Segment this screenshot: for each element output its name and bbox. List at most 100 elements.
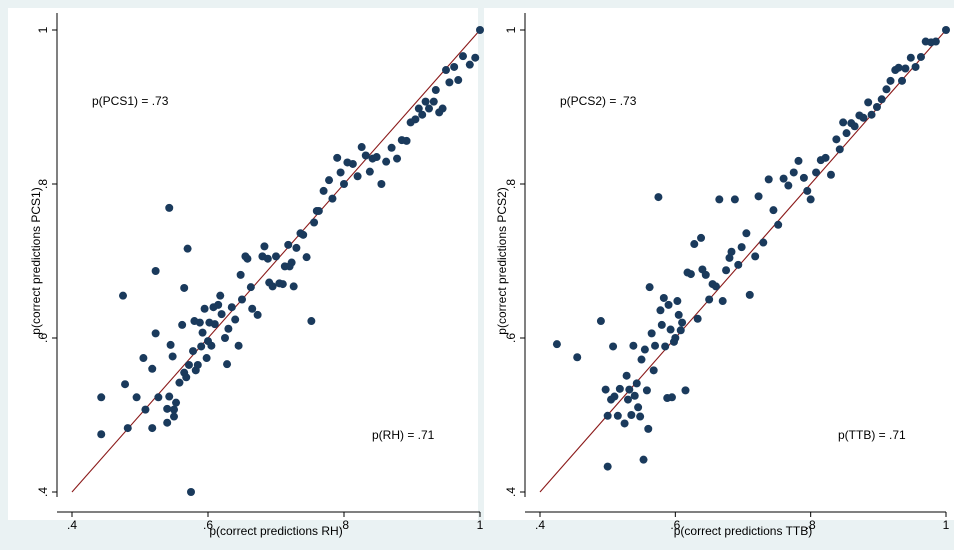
data-point (431, 86, 440, 95)
data-point (178, 320, 187, 329)
data-point (207, 341, 216, 350)
data-point (231, 315, 240, 324)
data-point (268, 282, 277, 291)
x-tick-label: .4 (67, 518, 77, 532)
data-point (872, 103, 881, 111)
data-point (629, 341, 638, 350)
data-point (697, 233, 706, 242)
data-point (314, 206, 323, 215)
data-point (372, 153, 381, 162)
data-point (806, 195, 815, 204)
data-point (411, 115, 420, 124)
data-point (693, 314, 702, 323)
data-point (898, 76, 907, 85)
data-point (642, 386, 651, 395)
data-point (812, 168, 821, 177)
data-point (637, 355, 646, 364)
data-point (459, 52, 467, 61)
data-point (197, 342, 206, 351)
data-point (387, 143, 396, 152)
data-point (236, 270, 245, 279)
data-point (365, 167, 374, 176)
data-point (183, 244, 192, 253)
data-point (148, 424, 157, 433)
data-point (666, 325, 675, 334)
data-point (603, 411, 612, 420)
data-point (299, 230, 308, 239)
data-point (645, 283, 654, 292)
data-point (705, 295, 714, 304)
data-point (465, 60, 474, 69)
data-point (224, 324, 233, 333)
data-point (615, 384, 624, 393)
plot-background (8, 8, 478, 520)
data-point (839, 118, 848, 127)
data-point (864, 98, 873, 107)
data-point (260, 242, 269, 251)
data-point (476, 26, 484, 34)
data-point (325, 176, 334, 185)
data-point (429, 97, 438, 106)
data-point (601, 385, 610, 394)
data-point (348, 159, 357, 168)
data-point (166, 340, 175, 349)
data-point (187, 488, 195, 496)
data-point (471, 53, 480, 62)
data-point (184, 360, 193, 369)
data-point (450, 62, 459, 71)
data-point (664, 300, 673, 309)
reference-diagonal-line (71, 29, 481, 493)
data-point (671, 334, 680, 342)
data-point (243, 254, 252, 263)
x-tick-label: .6 (203, 518, 213, 532)
data-point (154, 393, 163, 402)
data-point (609, 342, 618, 351)
data-point (886, 76, 895, 85)
data-point (139, 354, 148, 363)
y-tick-label: 1 (36, 26, 50, 33)
data-point (353, 172, 362, 181)
data-point (170, 412, 178, 421)
data-point (175, 378, 184, 387)
data-point (859, 113, 868, 122)
data-point (284, 240, 293, 249)
data-point (217, 310, 226, 319)
data-point (803, 186, 812, 195)
x-axis-title: p(correct predictions RH) (209, 524, 342, 538)
data-point (647, 329, 656, 338)
data-point (357, 143, 366, 152)
data-point (613, 411, 622, 420)
x-tick-label: .4 (535, 518, 545, 532)
data-point (784, 181, 793, 190)
data-point (552, 340, 561, 349)
data-point (644, 424, 653, 433)
y-tick-label: 1 (504, 26, 518, 33)
data-point (263, 254, 272, 263)
data-point (799, 173, 808, 182)
data-point (445, 78, 454, 87)
data-point (742, 229, 751, 238)
data-point (165, 392, 174, 401)
data-point (603, 462, 612, 471)
data-point (292, 243, 301, 252)
data-point (442, 66, 450, 75)
data-point (97, 430, 106, 439)
data-point (227, 303, 236, 312)
data-point (832, 135, 841, 144)
data-point (168, 352, 177, 361)
data-point (216, 291, 225, 300)
data-point (148, 364, 157, 373)
data-point (193, 360, 202, 369)
data-point (328, 194, 337, 203)
x-tick-label: .8 (339, 518, 349, 532)
annotation-top: p(PCS1) = .73 (92, 94, 169, 108)
data-point (636, 412, 645, 421)
data-point (202, 354, 211, 363)
data-point (210, 320, 219, 329)
data-point (596, 317, 605, 326)
data-point (630, 391, 639, 400)
data-point (725, 253, 734, 262)
data-point (751, 252, 760, 261)
data-point (656, 306, 665, 315)
data-point (307, 317, 316, 326)
